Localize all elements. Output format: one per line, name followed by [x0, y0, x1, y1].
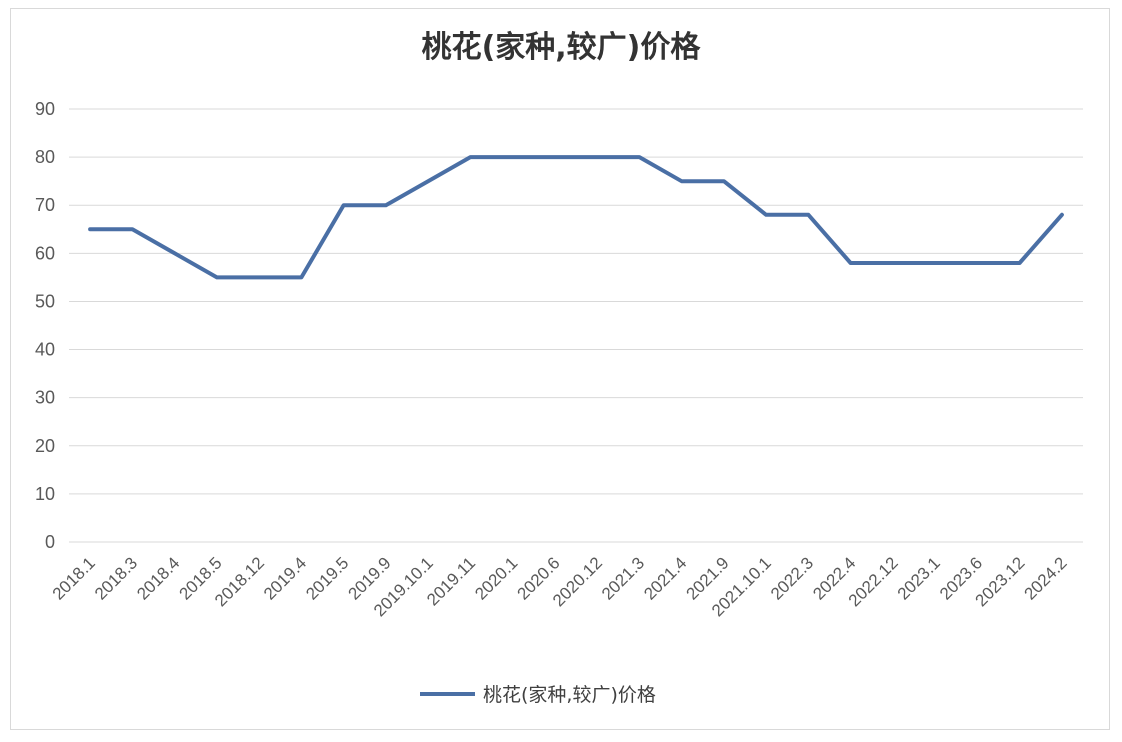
y-tick-label: 10 [35, 484, 55, 504]
x-tick-label: 2018.4 [133, 553, 183, 603]
y-tick-label: 20 [35, 436, 55, 456]
series-line [88, 155, 1064, 280]
legend: 桃花(家种,较广)价格 [420, 684, 656, 706]
series-lines [88, 155, 1064, 280]
x-tick-label: 2019.4 [260, 553, 310, 603]
x-tick-label: 2024.2 [1020, 553, 1070, 603]
y-tick-label: 40 [35, 340, 55, 360]
y-tick-label: 70 [35, 195, 55, 215]
y-axis-ticks: 0 10 20 30 40 50 60 70 80 90 [35, 99, 55, 552]
y-tick-label: 60 [35, 243, 55, 263]
x-tick-label: 2018.3 [91, 553, 141, 603]
x-tick-label: 2020.1 [471, 553, 521, 603]
x-tick-label: 2019.5 [302, 553, 352, 603]
x-tick-label: 2023.1 [894, 553, 944, 603]
x-tick-label: 2021.3 [598, 553, 648, 603]
y-tick-label: 0 [45, 532, 55, 552]
legend-label: 桃花(家种,较广)价格 [483, 684, 656, 706]
x-tick-label: 2018.1 [49, 553, 99, 603]
gridlines [69, 108, 1083, 543]
chart-frame: 桃花(家种,较广)价格 0 10 20 30 40 50 60 70 80 90 2018.1 20… [10, 8, 1110, 730]
y-tick-label: 50 [35, 291, 55, 311]
y-tick-label: 90 [35, 99, 55, 119]
y-tick-label: 30 [35, 388, 55, 408]
chart-title: 桃花(家种,较广)价格 [422, 30, 702, 65]
x-axis-ticks: 2018.12018.32018.42018.52018.122019.4201… [49, 553, 1071, 620]
x-tick-label: 2022.3 [767, 553, 817, 603]
x-tick-label: 2021.4 [640, 553, 690, 603]
y-tick-label: 80 [35, 147, 55, 167]
